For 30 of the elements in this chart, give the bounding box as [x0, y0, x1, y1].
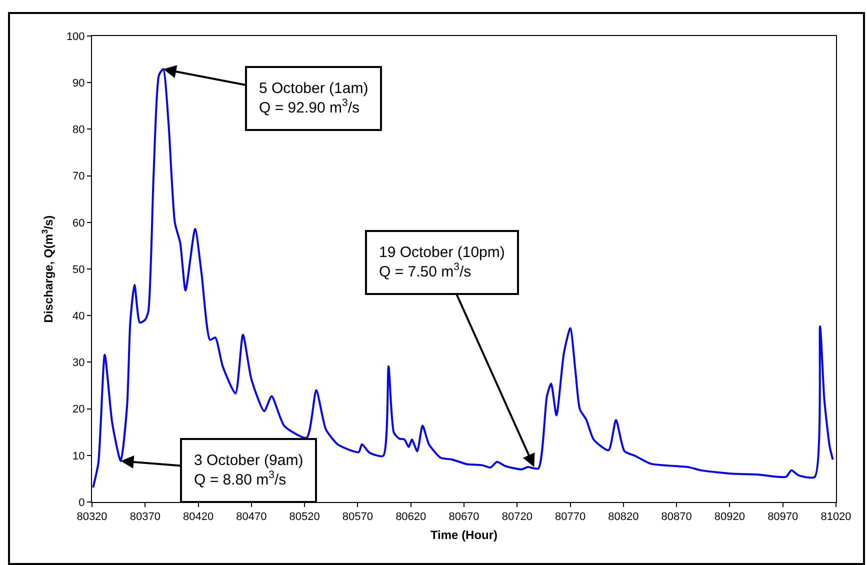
y-tick-label: 30 — [72, 357, 85, 370]
x-axis-title: Time (Hour) — [430, 528, 498, 542]
x-tick-label: 80670 — [448, 511, 480, 524]
y-tick-label: 60 — [72, 217, 85, 230]
annotation: 5 October (1am) Q = 92.90 m$^{3}$/s — [259, 80, 368, 116]
y-tick-label: 90 — [72, 77, 85, 90]
x-tick-label: 80770 — [554, 511, 586, 524]
y-tick-label: 100 — [66, 30, 85, 43]
y-tick-label: 40 — [72, 310, 85, 322]
annotation: 3 October (9am) Q = 8.80 m$^{3}$/s — [194, 452, 304, 488]
y-tick-label: 50 — [72, 264, 85, 276]
x-tick-label: 80320 — [76, 511, 108, 524]
x-tick-label: 80470 — [236, 511, 267, 524]
y-tick-label: 20 — [72, 404, 85, 416]
x-tick-label: 80720 — [502, 511, 532, 524]
x-tick-label: 80370 — [130, 511, 160, 524]
y-tick-label: 80 — [72, 124, 85, 136]
x-tick-label: 81020 — [820, 511, 852, 524]
x-tick-label: 80520 — [289, 511, 320, 524]
y-tick-label: 10 — [72, 450, 85, 462]
x-tick-label: 80420 — [182, 511, 214, 524]
y-tick-label: 70 — [72, 170, 85, 183]
y-tick-label: 0 — [78, 496, 85, 509]
x-tick-label: 80870 — [661, 511, 692, 524]
x-tick-label: 80970 — [768, 511, 798, 524]
x-tick-label: 80820 — [608, 511, 639, 524]
annotation: 19 October (10pm) Q = 7.50 m$^{3}$/s — [379, 244, 505, 280]
x-tick-label: 80570 — [342, 511, 374, 524]
x-tick-label: 80920 — [714, 511, 746, 524]
x-tick-label: 80620 — [396, 511, 426, 524]
